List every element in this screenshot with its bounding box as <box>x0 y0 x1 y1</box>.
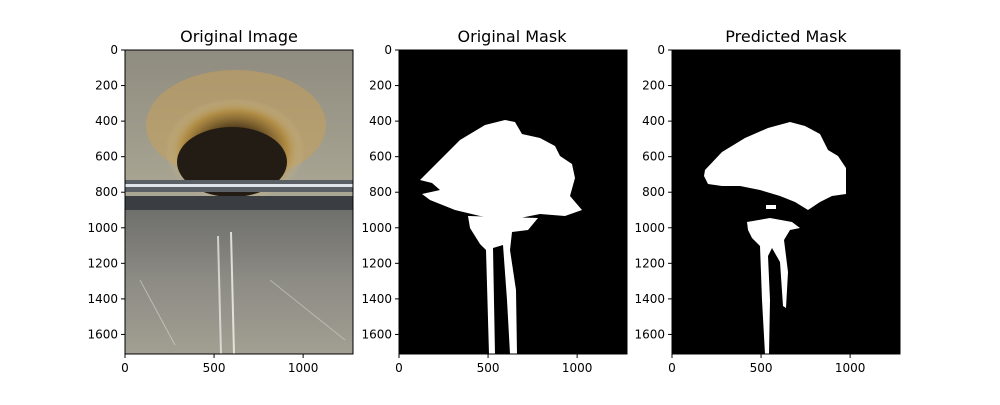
y-tick-label: 1200 <box>361 256 392 270</box>
y-tick-label: 200 <box>369 79 392 93</box>
y-tick-label: 400 <box>95 114 118 128</box>
photo-burn-core <box>177 127 287 197</box>
y-tick-label: 1000 <box>634 221 665 235</box>
photo-lower-plate <box>125 210 353 354</box>
y-tick-label: 800 <box>95 185 118 199</box>
x-tick-label: 1000 <box>562 361 593 375</box>
x-tick-label: 0 <box>121 361 129 375</box>
y-tick-label: 200 <box>642 79 665 93</box>
image-axes: 0 500 1000 0 200 400 600 800 1000 1200 1400 1600 <box>361 43 628 375</box>
x-tick-label: 500 <box>750 361 773 375</box>
y-tick-label: 0 <box>657 43 665 57</box>
y-tick-label: 1400 <box>87 292 118 306</box>
x-tick-label: 0 <box>668 361 676 375</box>
y-tick-label: 1000 <box>361 221 392 235</box>
axes-frame <box>124 49 354 355</box>
image-axes: 0 500 1000 0 200 400 600 800 1000 1200 1400 1600 <box>634 43 901 375</box>
y-tick-label: 800 <box>642 185 665 199</box>
y-tick-label: 800 <box>369 185 392 199</box>
x-tick-label: 0 <box>395 361 403 375</box>
photo-scratch-1 <box>139 279 176 346</box>
photo-weld-highlight <box>125 184 353 187</box>
y-tick-label: 0 <box>384 43 392 57</box>
mask-image-predicted <box>672 50 900 354</box>
photo-weld-seam <box>125 196 353 210</box>
axes-frame <box>398 49 628 355</box>
y-tick-label: 600 <box>369 150 392 164</box>
y-tick-label: 1200 <box>87 256 118 270</box>
y-tick-label: 0 <box>110 43 118 57</box>
panel-title: Original Mask <box>458 27 568 46</box>
photo-image <box>125 50 353 355</box>
y-tick-label: 1600 <box>87 327 118 341</box>
y-tick-label: 1400 <box>361 292 392 306</box>
y-tick-label: 400 <box>642 114 665 128</box>
panel-original-image: Original Image 0 500 1000 0 200 400 600 800 1000… <box>87 27 354 375</box>
x-tick-label: 500 <box>477 361 500 375</box>
panel-predicted-mask: Predicted Mask 0 500 1000 0 200 400 600 800 1000… <box>634 27 901 375</box>
y-tick-label: 1400 <box>634 292 665 306</box>
y-tick-label: 1200 <box>634 256 665 270</box>
panel-title: Predicted Mask <box>725 27 847 46</box>
photo-drip-2 <box>230 231 235 355</box>
x-tick-label: 1000 <box>288 361 319 375</box>
image-axes: 0 500 1000 0 200 400 600 800 1000 1200 1400 1600 <box>87 43 354 375</box>
photo-scratch-2 <box>269 279 346 341</box>
panel-title: Original Image <box>180 27 298 46</box>
photo-drip-1 <box>217 235 222 355</box>
x-tick-label: 500 <box>203 361 226 375</box>
y-tick-label: 200 <box>95 79 118 93</box>
y-tick-label: 1600 <box>361 327 392 341</box>
mask-stem-main <box>747 218 800 354</box>
mask-fragment <box>766 205 776 209</box>
axes-frame <box>671 49 901 355</box>
y-tick-label: 600 <box>642 150 665 164</box>
mask-image-original <box>399 50 627 354</box>
mask-background <box>672 50 900 354</box>
y-tick-label: 400 <box>369 114 392 128</box>
mask-stem-main <box>468 216 538 354</box>
mask-blob-top <box>704 122 846 210</box>
panel-original-mask: Original Mask 0 500 1000 0 200 400 600 800 1000 1… <box>361 27 628 375</box>
x-tick-label: 1000 <box>835 361 866 375</box>
y-tick-label: 1600 <box>634 327 665 341</box>
y-tick-label: 1000 <box>87 221 118 235</box>
mask-blob-top <box>420 120 582 220</box>
y-tick-label: 600 <box>95 150 118 164</box>
